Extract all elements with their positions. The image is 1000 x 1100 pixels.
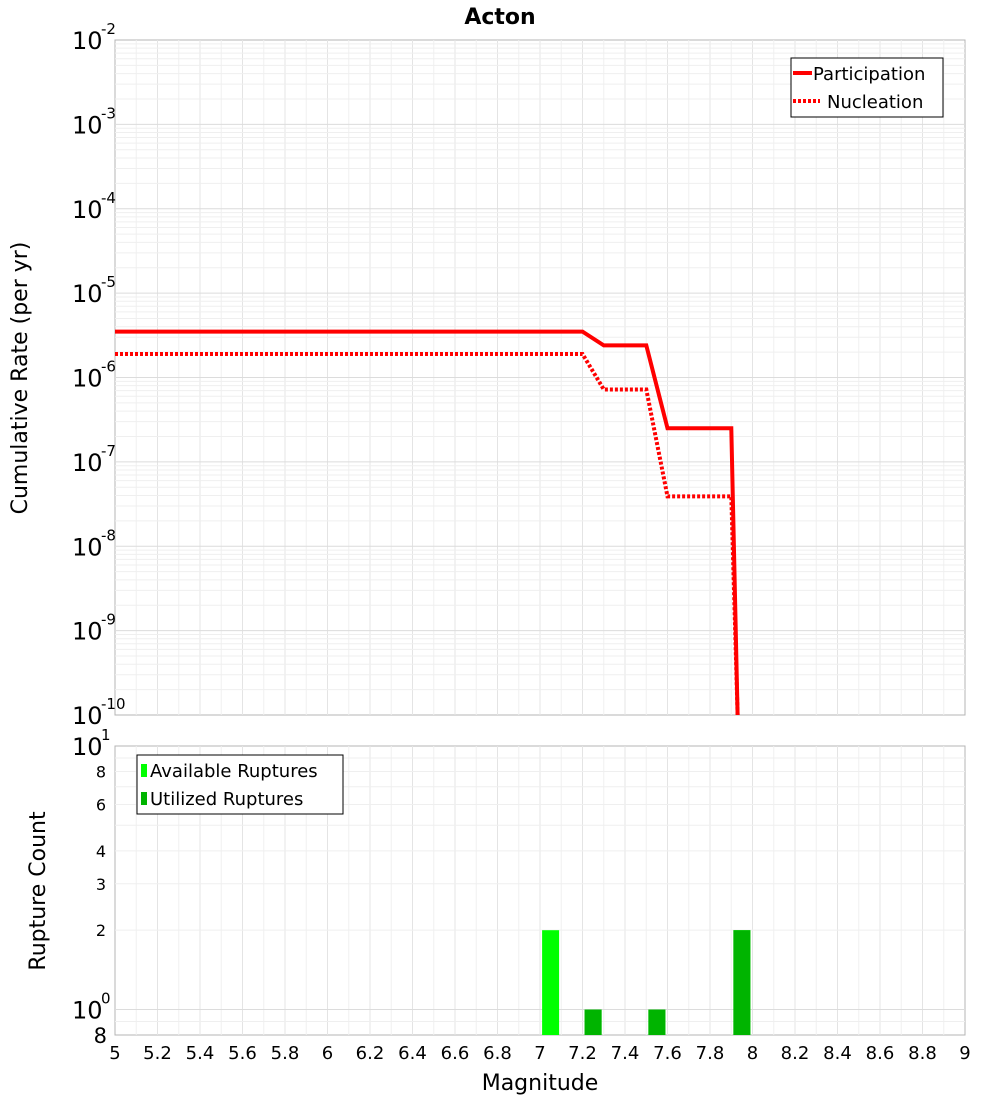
chart-title: Acton: [464, 5, 535, 30]
count-y-tick-minor: 2: [96, 921, 106, 940]
legend-utilized-label: Utilized Ruptures: [150, 789, 303, 810]
x-tick-label: 7.2: [568, 1043, 597, 1064]
bar-utilized-ruptures: [733, 930, 751, 1035]
x-tick-label: 5.6: [228, 1043, 257, 1064]
series-line-participation: [115, 329, 740, 716]
rate-y-tick-base: 10: [72, 618, 103, 646]
rate-y-tick-base: 10: [72, 27, 103, 55]
count-legend: Available Ruptures Utilized Ruptures: [136, 754, 344, 815]
count-y-tick-exponent: 0: [101, 989, 111, 1007]
x-tick-label: 8.4: [823, 1043, 852, 1064]
rate-y-tick-exponent: -9: [101, 611, 116, 629]
x-tick-label: 6: [322, 1043, 333, 1064]
bar-available-ruptures: [542, 930, 560, 1035]
count-y-tick-minor: 6: [96, 795, 106, 814]
rate-y-tick-exponent: -10: [101, 695, 126, 713]
count-y-tick-exponent: 1: [101, 726, 111, 744]
count-legend-box: [136, 754, 344, 815]
x-tick-label: 8.6: [866, 1043, 895, 1064]
rate-y-tick-base: 10: [72, 196, 103, 224]
legend-available-swatch: [141, 764, 147, 777]
count-y-tick-minor: 8: [94, 1024, 107, 1048]
count-y-tick-minor: 4: [96, 842, 106, 861]
count-y-axis-label: Rupture Count: [26, 811, 51, 971]
legend-available-label: Available Ruptures: [150, 761, 318, 782]
x-tick-label: 6.6: [441, 1043, 470, 1064]
x-tick-label: 7.4: [611, 1043, 640, 1064]
x-tick-label: 8.8: [908, 1043, 937, 1064]
x-tick-label: 6.8: [483, 1043, 512, 1064]
series-line-nucleation: [115, 352, 740, 716]
rate-y-tick-exponent: -4: [101, 189, 116, 207]
x-tick-label: 5.4: [186, 1043, 215, 1064]
rate-y-tick-exponent: -5: [101, 273, 116, 291]
x-tick-label: 8: [747, 1043, 758, 1064]
x-tick-label: 5.8: [271, 1043, 300, 1064]
count-bars: [542, 930, 751, 1035]
x-axis-label: Magnitude: [482, 1071, 599, 1096]
rate-y-tick-exponent: -6: [101, 358, 116, 376]
x-tick-label: 5.2: [143, 1043, 172, 1064]
count-y-tick-base: 10: [72, 733, 103, 761]
rate-y-ticks: 10-210-310-410-510-610-710-810-910-10: [72, 20, 126, 730]
legend-nucleation-label: Nucleation: [827, 92, 923, 113]
count-y-tick-base: 10: [72, 996, 103, 1024]
rate-y-tick-base: 10: [72, 365, 103, 393]
x-tick-label: 8.2: [781, 1043, 810, 1064]
count-y-tick-minor: 3: [96, 875, 106, 894]
legend-utilized-swatch: [141, 792, 147, 805]
rate-y-tick-exponent: -7: [101, 442, 116, 460]
x-tick-label: 9: [959, 1043, 970, 1064]
x-tick-label: 7.8: [696, 1043, 725, 1064]
bar-utilized-ruptures: [648, 1009, 666, 1035]
legend-participation-label: Participation: [813, 64, 925, 85]
rate-y-tick-base: 10: [72, 449, 103, 477]
rate-y-tick-exponent: -3: [101, 104, 116, 122]
x-tick-label: 6.2: [356, 1043, 385, 1064]
rate-y-tick-base: 10: [72, 702, 103, 730]
x-tick-label: 7.6: [653, 1043, 682, 1064]
rate-y-tick-exponent: -2: [101, 20, 116, 38]
rate-legend-box: [790, 57, 944, 118]
rate-gridlines: [115, 40, 965, 715]
rate-y-tick-exponent: -8: [101, 526, 116, 544]
rate-y-tick-base: 10: [72, 111, 103, 139]
count-y-tick-minor: 8: [96, 763, 106, 782]
x-tick-label: 7: [534, 1043, 545, 1064]
rate-y-tick-base: 10: [72, 533, 103, 561]
magnitude-x-ticks: 5 5.2 5.4 5.6 5.8 6 6.2 6.4 6.6 6.8 7 7.2 7.4 7.6 7.8 8…: [109, 1043, 970, 1064]
bar-utilized-ruptures: [584, 1009, 602, 1035]
rate-legend: Participation Nucleation: [790, 57, 944, 118]
rate-y-axis-label: Cumulative Rate (per yr): [8, 242, 33, 515]
rate-y-tick-base: 10: [72, 280, 103, 308]
x-tick-label: 5: [109, 1043, 120, 1064]
rate-panel: 10-210-310-410-510-610-710-810-910-10 Cu…: [8, 20, 966, 730]
rate-series: [115, 329, 740, 716]
x-tick-label: 6.4: [398, 1043, 427, 1064]
